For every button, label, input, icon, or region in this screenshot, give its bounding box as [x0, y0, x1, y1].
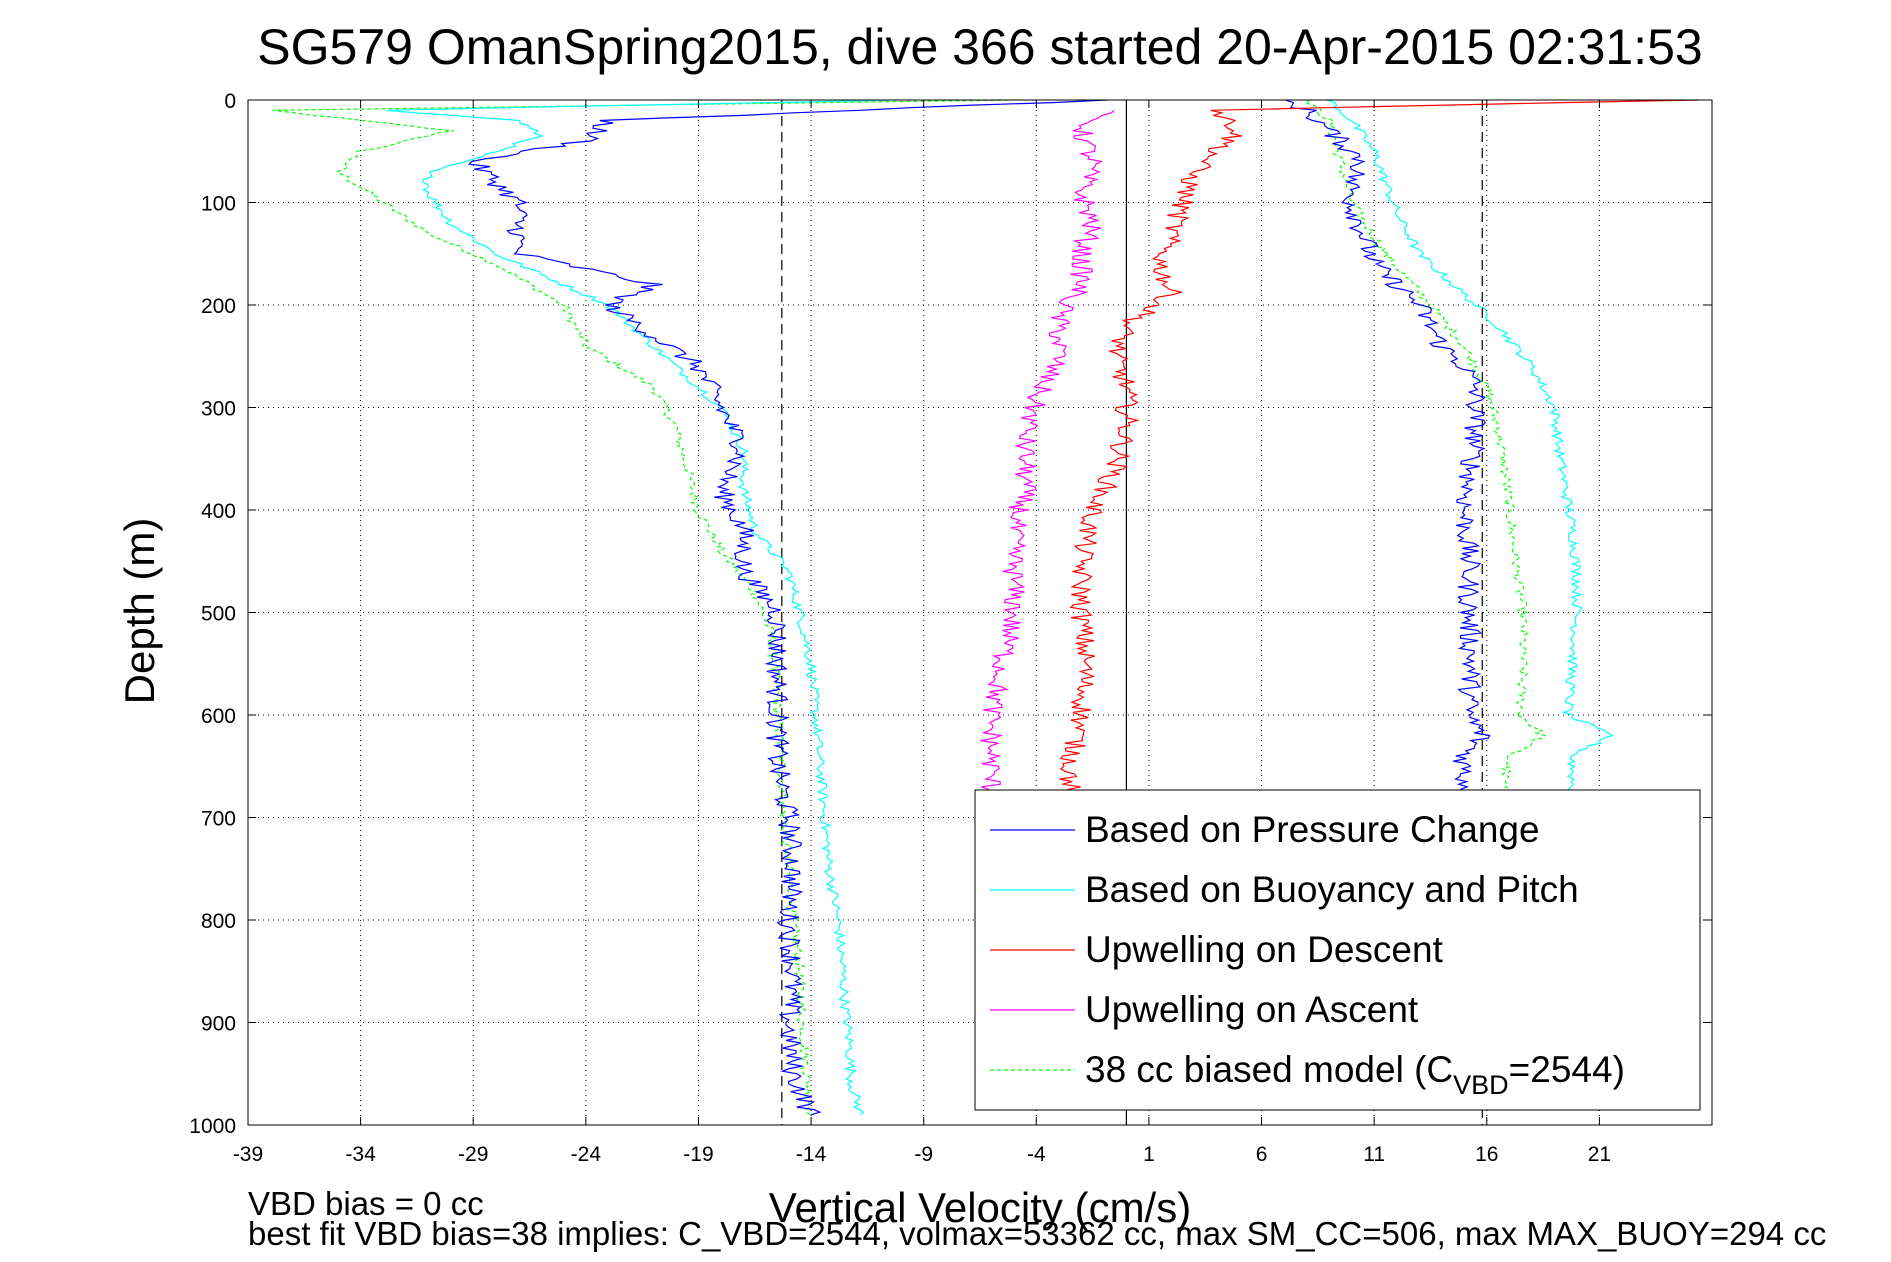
series-upwelling-on-ascent [980, 109, 1115, 798]
legend-label: Upwelling on Ascent [1085, 989, 1419, 1030]
x-tick-label: -4 [1027, 1143, 1046, 1166]
series-upwelling-on-descent [1059, 99, 1699, 798]
annotation-vbd-bias: VBD bias = 0 cc [248, 1185, 484, 1222]
y-tick-label: 200 [201, 295, 236, 318]
y-tick-label: 900 [201, 1013, 236, 1036]
y-tick-label: 400 [201, 500, 236, 523]
legend-label: Upwelling on Descent [1085, 929, 1444, 970]
series-based-on-pressure-change [1285, 99, 1491, 798]
chart-title: SG579 OmanSpring2015, dive 366 started 2… [257, 19, 1702, 75]
x-tick-label: 11 [1363, 1143, 1385, 1166]
y-axis-label: Depth (m) [116, 518, 163, 705]
x-tick-label: -9 [914, 1143, 933, 1166]
x-tick-label: 21 [1588, 1143, 1611, 1166]
y-tick-label: 600 [201, 705, 236, 728]
series-based-on-buoyancy-and-pitch [386, 99, 899, 1116]
y-tick-label: 0 [224, 90, 236, 113]
series-based-on-pressure-change [467, 99, 1107, 1116]
legend-box [974, 789, 1701, 1111]
x-tick-label: -14 [796, 1143, 827, 1166]
x-tick-label: -19 [683, 1143, 713, 1166]
legend-label: Based on Pressure Change [1085, 809, 1540, 850]
series-group [272, 99, 1699, 1116]
series-38-cc-biased-model [1303, 99, 1547, 798]
x-tick-label: -39 [233, 1143, 263, 1166]
x-tick-label: -29 [458, 1143, 488, 1166]
series-38-cc-biased-model [272, 99, 1016, 1116]
y-tick-label: 700 [201, 808, 236, 831]
x-tick-label: -24 [571, 1143, 602, 1166]
y-tick-label: 100 [201, 193, 236, 216]
x-tick-label: 6 [1256, 1143, 1268, 1166]
x-axis-label: Vertical Velocity (cm/s) [769, 1184, 1191, 1231]
legend: Based on Pressure Change Based on Buoyanc… [974, 789, 1701, 1111]
y-tick-label: 800 [201, 910, 236, 933]
y-tick-label: 500 [201, 603, 236, 626]
y-tick-label: 300 [201, 398, 236, 421]
x-tick-label: 16 [1475, 1143, 1498, 1166]
annotation-best-fit: best fit VBD bias=38 implies: C_VBD=2544… [248, 1215, 1826, 1252]
legend-label: 38 cc biased model (CVBD=2544) [1085, 1049, 1625, 1100]
x-tick-label: 1 [1143, 1143, 1155, 1166]
axis-ticks: -39 -34 -29 -24 -19 -14 -9 -4 1 6 11 16 210100200300… [189, 90, 1712, 1166]
legend-label: Based on Buoyancy and Pitch [1085, 869, 1579, 910]
y-tick-label: 1000 [189, 1115, 236, 1138]
x-tick-label: -34 [345, 1143, 376, 1166]
series-based-on-buoyancy-and-pitch [1326, 99, 1615, 798]
